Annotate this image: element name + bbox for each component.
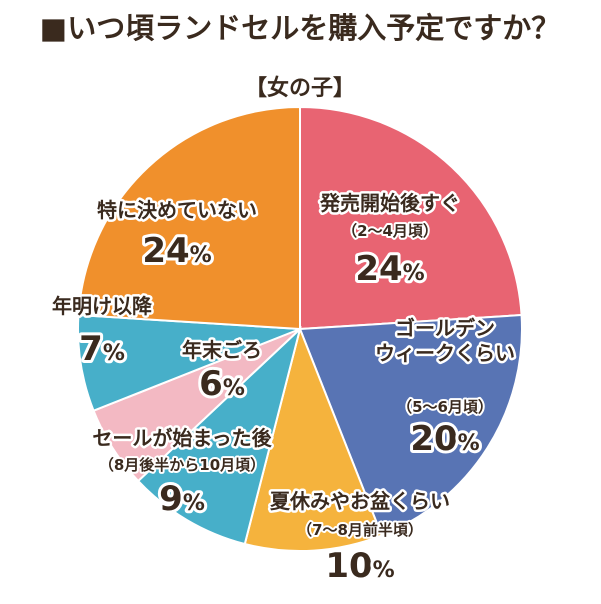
slice-label: 特に決めていない xyxy=(97,198,257,222)
percent-unit: % xyxy=(373,558,395,583)
pie-slices xyxy=(77,105,523,552)
chart-title: ■いつ頃ランドセルを購入予定ですか？ xyxy=(40,11,560,45)
slice-period: （5～6月頃） xyxy=(397,398,493,416)
pie-slice xyxy=(299,105,523,331)
pie-slice xyxy=(77,105,301,331)
pie-slice xyxy=(298,313,523,537)
slice-label: ゴールデン xyxy=(395,316,495,340)
slice-period: （8月後半から10月頃） xyxy=(99,456,265,474)
percent-unit: % xyxy=(458,431,480,456)
slice-label: 年明け以降 xyxy=(52,294,153,318)
slice-label: 夏休みやお盆くらい xyxy=(270,489,450,513)
pie-labels: 発売開始後すぐ（2～4月頃）24%ゴールデンウィークくらい（5～6月頃）20%夏… xyxy=(50,189,518,590)
pie-slice xyxy=(243,325,384,552)
pie-slice xyxy=(136,325,302,546)
percent-unit: % xyxy=(223,376,245,401)
slice-label: セールが始まった後 xyxy=(92,426,272,450)
chart-subtitle: 【女の子】 xyxy=(245,75,355,101)
slice-period: （7～8月前半頃） xyxy=(297,521,423,539)
percent-unit: % xyxy=(190,243,212,268)
percent-unit: % xyxy=(403,261,425,286)
slice-period: （2～4月頃） xyxy=(342,222,438,240)
percent-unit: % xyxy=(183,491,205,516)
slice-label: 発売開始後すぐ xyxy=(319,191,460,215)
slice-value: 10% xyxy=(325,546,394,586)
slice-label: ウィークくらい xyxy=(375,341,515,365)
slice-label: 年末ごろ xyxy=(182,338,262,362)
percent-unit: % xyxy=(103,341,125,366)
